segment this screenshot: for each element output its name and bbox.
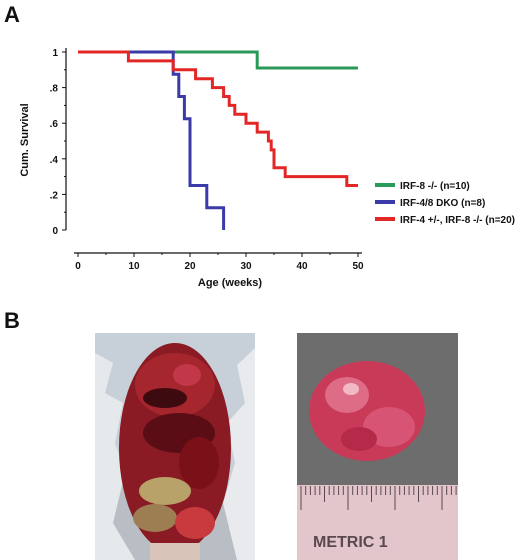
metric-ruler [297,485,458,560]
x-tick-label: 40 [296,261,308,272]
dissection-photo [95,333,255,560]
ruler-ticks [300,486,457,510]
chart-axes: 0.2.4.6.810 10 20 30 40 50 [50,48,364,272]
legend-label-3: IRF-4 +/-, IRF-8 -/- (n=20) [400,215,515,226]
y-tick-label: .8 [50,84,59,95]
dissection-image [95,333,255,560]
tissue-mass [175,507,215,539]
panel-label-b: B [4,308,20,333]
heart-region [173,364,201,386]
y-tick-label: .2 [50,190,59,201]
x-tick-label: 50 [352,261,364,272]
tumor-image: METRIC 1 [297,333,458,560]
y-tick-label: 1 [52,48,58,59]
ruler-label: METRIC 1 [313,534,388,551]
intestine [139,477,191,505]
tumor-highlight [343,383,359,395]
y-tick-label: .4 [50,155,59,166]
thoracic-organs [135,353,215,417]
legend-label-1: IRF-8 -/- (n=10) [400,181,470,192]
panel-label-a: A [4,2,20,27]
series-line-3 [78,50,358,187]
series-line-1 [78,50,358,70]
x-tick-label: 30 [240,261,252,272]
tumor-lobe [325,377,369,413]
y-tick-label: 0 [52,226,58,237]
dark-organ [143,388,187,408]
legend-label-2: IRF-4/8 DKO (n=8) [400,198,485,209]
x-axis-title: Age (weeks) [198,277,263,289]
x-tick-label: 0 [75,261,81,272]
spleen [179,437,219,489]
chart-legend: IRF-8 -/- (n=10) IRF-4/8 DKO (n=8) IRF-4 +… [375,181,515,226]
series-layer [78,50,358,230]
x-tick-label: 20 [184,261,196,272]
tissue-bottom [150,543,200,560]
series-line-2 [78,50,226,230]
x-tick-label: 10 [128,261,140,272]
survival-chart: 0.2.4.6.810 10 20 30 40 50 IRF-8 -/- (n=10)IR… [19,48,515,289]
pinned-skin-right [223,348,255,560]
y-axis-title: Cum. Survival [19,103,31,176]
intestine-lower [133,504,177,532]
y-tick-label: .6 [50,119,59,130]
tumor-photo: METRIC 1 [297,333,458,560]
tumor-lobe [341,427,377,451]
pinned-skin-left [95,353,135,560]
